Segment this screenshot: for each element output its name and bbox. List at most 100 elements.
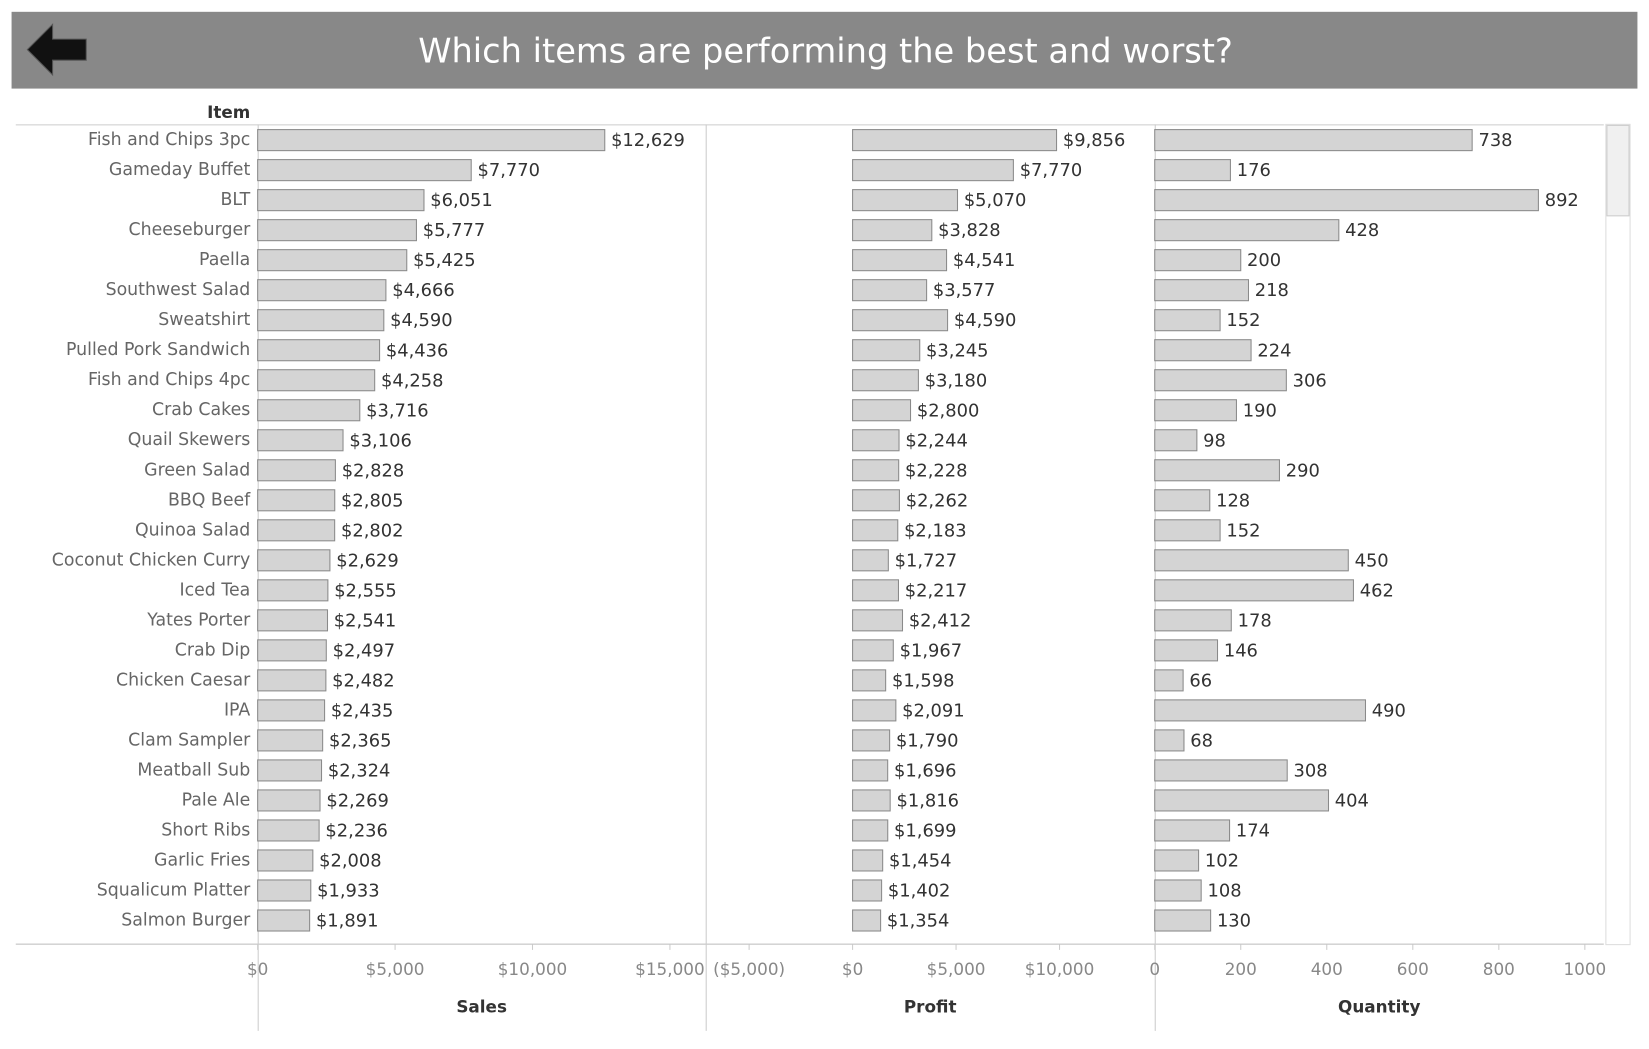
item-label: Salmon Burger [121,910,251,930]
value-label: $5,070 [964,190,1027,211]
value-label: $4,666 [392,280,455,301]
value-label: 108 [1207,881,1241,902]
item-label: Short Ribs [161,820,250,840]
bar [852,549,889,572]
bar [257,489,336,512]
bar [852,609,904,632]
x-tick-label: $10,000 [498,959,568,979]
value-label: $2,008 [319,851,382,872]
bar [257,909,311,932]
bar [257,159,472,182]
bar [852,849,884,872]
item-label: Cheeseburger [128,220,251,240]
bar [257,759,323,782]
bar [257,879,312,902]
bar [257,129,606,152]
bar [852,669,887,692]
value-label: 130 [1217,911,1251,932]
item-label: BBQ Beef [168,490,251,510]
value-label: $9,856 [1063,130,1126,151]
bar [1154,339,1252,362]
bar [257,549,331,572]
bar [257,459,336,482]
value-label: 290 [1286,460,1320,481]
value-label: $2,412 [909,610,971,631]
value-label: $2,244 [905,430,967,451]
scroll-thumb[interactable] [1606,124,1630,217]
bar [257,789,321,812]
bar [257,279,387,302]
value-label: $4,541 [953,250,1015,271]
axis-title: Quantity [1338,997,1420,1017]
item-label: Pale Ale [182,790,251,810]
bar [257,369,376,392]
bar [1154,639,1219,662]
bar [257,729,324,752]
bar [852,249,948,272]
bar [1154,189,1539,212]
value-label: $5,777 [423,220,486,241]
value-label: $7,770 [478,160,540,181]
value-label: $2,365 [329,730,392,751]
x-tick-label: 200 [1225,959,1257,979]
scrollbar[interactable] [1605,123,1631,946]
value-label: $2,236 [325,821,388,842]
value-label: $2,217 [905,580,968,601]
value-label: $3,245 [926,340,988,361]
value-label: $1,933 [317,881,380,902]
bar [852,729,891,752]
bar [852,579,899,602]
bar [257,579,329,602]
value-label: $4,258 [381,370,444,391]
bar [1154,759,1288,782]
item-label: IPA [224,700,250,720]
bar [257,309,385,332]
bar [852,789,891,812]
bar [257,339,381,362]
x-tick-label: 0 [1149,959,1160,979]
item-label: Crab Cakes [152,400,250,420]
item-label: Crab Dip [175,640,251,660]
value-label: 152 [1226,310,1260,331]
bar [1154,579,1354,602]
value-label: 308 [1294,760,1328,781]
bar [1154,909,1212,932]
value-label: $1,790 [896,730,958,751]
value-label: 102 [1205,851,1239,872]
value-label: $1,354 [887,911,950,932]
value-label: $3,180 [925,370,988,391]
bar [852,159,1014,182]
value-label: $2,541 [334,610,397,631]
value-label: $4,590 [390,310,453,331]
axis-title: Sales [456,997,507,1017]
item-label: Gameday Buffet [109,160,251,180]
plot: Fish and Chips 3pc Gameday Buffet BLT Chees… [52,129,1606,1017]
item-header: Item [207,102,250,122]
value-label: $1,891 [316,911,379,932]
item-label: Garlic Fries [154,850,250,870]
bar [1154,669,1184,692]
value-label: 892 [1545,190,1579,211]
axis-title: Profit [904,997,957,1017]
item-label: Green Salad [144,460,250,480]
value-label: $4,590 [954,310,1016,331]
bar [852,639,894,662]
value-label: $2,183 [904,520,966,541]
bar [852,129,1058,152]
value-label: 490 [1372,700,1406,721]
x-tick-label: $10,000 [1025,959,1095,979]
value-label: 68 [1190,730,1213,751]
back-button[interactable] [26,23,87,77]
value-label: $2,262 [906,490,969,511]
bar [257,699,326,722]
value-label: 152 [1226,520,1260,541]
bar [257,399,361,422]
x-tick-label: $5,000 [366,959,425,979]
bar [257,219,417,242]
value-label: $6,051 [430,190,493,211]
bar [1154,219,1340,242]
item-label: Southwest Salad [106,280,251,300]
value-label: $2,269 [326,790,389,811]
bar [1154,519,1221,542]
